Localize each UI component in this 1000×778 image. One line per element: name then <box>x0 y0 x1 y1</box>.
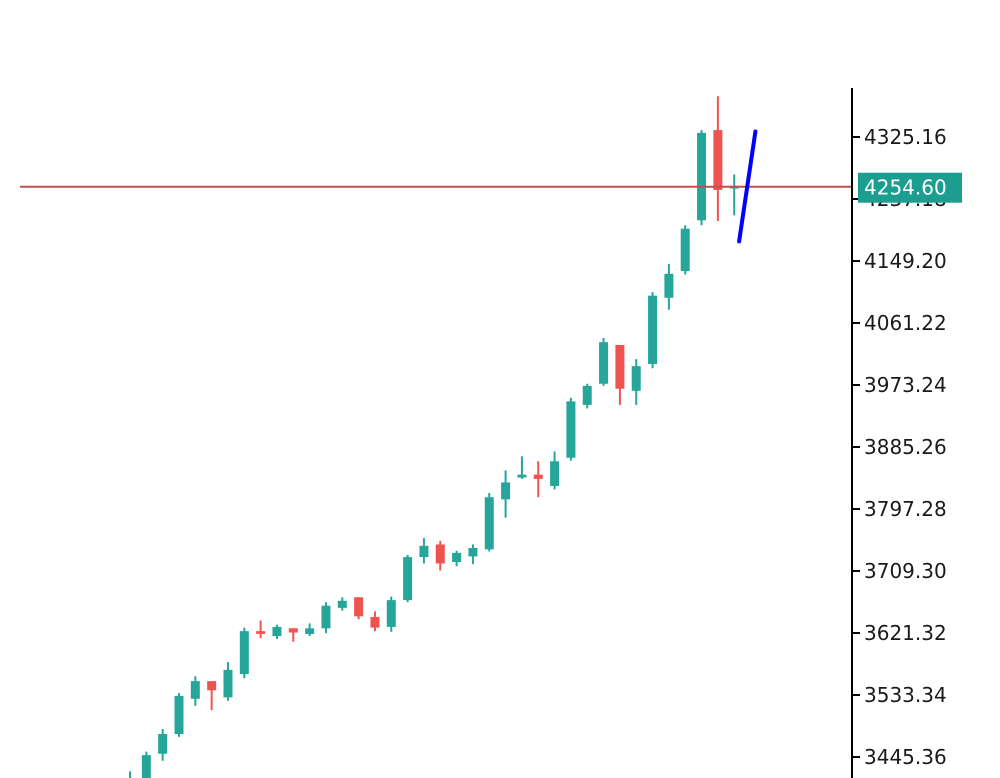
y-tick-label: 3445.36 <box>864 745 947 769</box>
candle <box>517 456 527 479</box>
candle-body <box>207 681 217 691</box>
candle-body <box>386 600 396 627</box>
candle-body <box>305 628 315 634</box>
candle <box>419 538 429 564</box>
candle-body <box>533 474 543 479</box>
candle <box>648 292 658 369</box>
candle-body <box>337 600 347 608</box>
candle <box>190 676 200 706</box>
candle <box>631 359 641 405</box>
candle <box>452 550 462 567</box>
current-price-label: 4254.60 <box>864 176 947 200</box>
candle-body <box>435 544 445 564</box>
y-axis-ticks: 4325.164237.184149.204061.223973.243885.… <box>852 125 947 769</box>
candle <box>615 345 625 405</box>
candle <box>207 681 217 711</box>
candle-body <box>174 695 184 734</box>
candle-body <box>256 631 266 634</box>
candle <box>129 771 131 778</box>
candle <box>582 383 592 409</box>
candle <box>305 623 315 637</box>
candle-body <box>141 755 151 778</box>
candle <box>288 628 298 642</box>
candle-body <box>370 617 380 628</box>
candle-body <box>223 669 233 698</box>
candle <box>468 544 478 565</box>
y-tick-label: 4061.22 <box>864 311 947 335</box>
candle <box>272 624 282 639</box>
candle-body <box>501 482 511 500</box>
candle-body <box>697 132 707 221</box>
candle <box>713 96 723 221</box>
candle-body <box>354 597 364 617</box>
candle <box>599 337 609 386</box>
candle <box>337 597 347 611</box>
candle <box>501 470 511 518</box>
candle <box>158 729 168 761</box>
candle-body <box>599 342 609 384</box>
y-tick-label: 3885.26 <box>864 435 947 459</box>
candle-body <box>582 385 592 405</box>
candle-body <box>713 130 723 190</box>
candle <box>239 627 249 679</box>
candle <box>533 461 543 498</box>
candle-body <box>680 228 690 272</box>
y-tick-label: 4325.16 <box>864 125 947 149</box>
candle <box>697 130 707 226</box>
candle-body <box>452 552 462 563</box>
candle-body <box>419 545 429 558</box>
candle <box>435 540 445 571</box>
current-price-tag: 4254.60 <box>858 172 962 203</box>
candle-body <box>550 461 560 486</box>
candle <box>484 492 494 552</box>
candle-body <box>664 273 674 298</box>
candle <box>256 620 266 639</box>
candle-body <box>158 733 168 754</box>
candle <box>729 174 739 216</box>
candle-body <box>403 557 413 601</box>
candle-body <box>288 628 298 633</box>
y-tick-label: 3621.32 <box>864 621 947 645</box>
candle <box>223 662 233 701</box>
candle-body <box>321 605 331 629</box>
candle <box>321 602 331 634</box>
candle-body <box>615 345 625 389</box>
candle-body <box>517 474 527 478</box>
candle <box>566 397 576 461</box>
candle <box>174 693 184 737</box>
current-price-tag-bg <box>858 172 962 203</box>
candle <box>664 263 674 310</box>
candle-body <box>566 401 576 458</box>
candle-body <box>190 681 200 699</box>
candle <box>403 555 413 603</box>
candle-body <box>631 366 641 391</box>
candle <box>386 596 396 632</box>
candle <box>680 225 690 275</box>
y-tick-label: 3533.34 <box>864 683 947 707</box>
candle-body <box>239 631 249 675</box>
candle <box>370 611 380 632</box>
candle-body <box>468 547 478 557</box>
candle-body <box>272 626 282 637</box>
y-tick-label: 3797.28 <box>864 497 947 521</box>
y-tick-label: 4149.20 <box>864 249 947 273</box>
candle <box>550 451 560 490</box>
candle-body <box>484 497 494 550</box>
trendline <box>737 129 758 244</box>
candle <box>141 751 151 778</box>
y-tick-label: 3709.30 <box>864 559 947 583</box>
candle <box>354 597 364 620</box>
y-tick-label: 3973.24 <box>864 373 947 397</box>
candles-layer <box>129 96 739 778</box>
candle-body <box>648 295 658 365</box>
